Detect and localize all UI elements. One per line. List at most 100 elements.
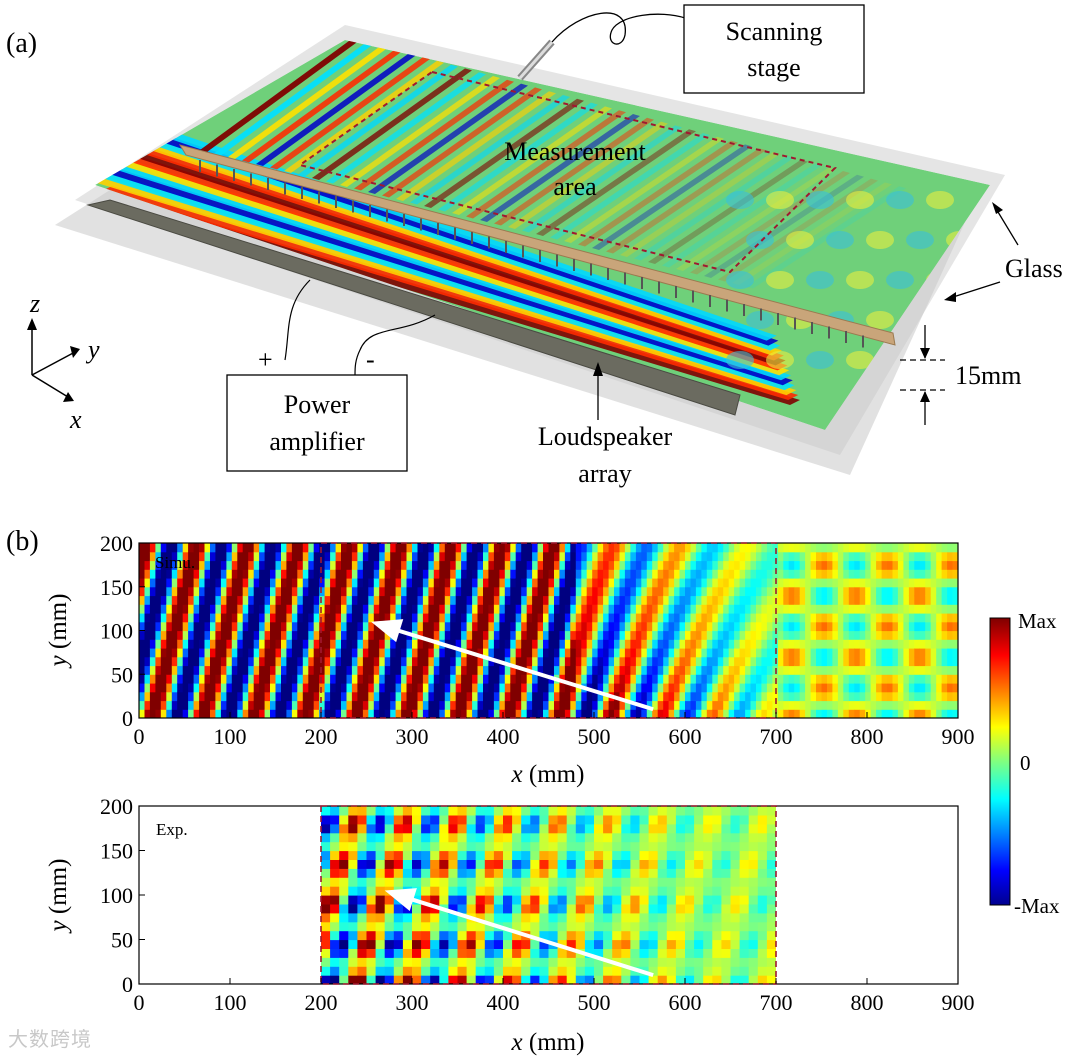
wire-minus [354,314,436,376]
sim-cell [897,543,904,553]
sim-cell [564,674,571,684]
sim-cell [204,560,211,570]
sim-cell [750,595,757,605]
sim-cell [887,630,894,640]
exp-cell [566,886,577,896]
sim-cell [832,586,839,597]
sim-cell [952,560,958,570]
sim-cell [706,665,713,675]
sim-cell [788,595,795,605]
sim-cell [373,595,380,605]
sim-cell [766,665,773,675]
exp-cell [575,957,586,967]
sim-cell [805,560,812,570]
sim-cell [231,630,238,640]
sim-cell [827,543,834,553]
sim-cell [455,639,462,649]
sim-cell [635,604,642,614]
sim-cell [603,656,610,667]
exp-cell [339,930,349,941]
sim-cell [526,639,533,649]
sim-cell [493,551,500,562]
sim-cell [444,656,451,667]
sim-cell [297,613,304,623]
exp-cell [612,930,622,941]
sim-cell [297,543,304,553]
exp-cell [566,877,577,887]
sim-cell [406,648,413,658]
sim-cell [581,700,588,710]
sim-cell [848,613,855,623]
sim-cell [805,709,812,718]
sim-cell [319,551,326,562]
sim-cell [821,691,828,702]
sim-cell [493,621,500,632]
sim-cell [188,560,195,570]
sim-cell [259,630,266,640]
sim-cell [745,578,752,588]
exp-cell [512,975,522,984]
sim-cell [433,648,440,658]
sim-cell [390,569,397,579]
sim-cell [395,595,402,605]
exp-cell [339,814,349,825]
exp-cell [603,975,613,984]
sim-cell [859,648,866,658]
sim-cell [324,709,331,718]
sim-cell [428,560,435,570]
exp-cell [330,859,340,869]
exp-cell [648,859,659,869]
sim-cell [903,569,910,579]
exp-cell [739,841,750,852]
sim-cell [275,551,282,562]
sim-cell [816,560,823,570]
sim-cell [652,595,659,605]
exp-cell [475,912,486,923]
sim-cell [728,578,735,588]
sim-cell [652,683,659,693]
exp-cell [457,957,468,967]
sim-cell [215,639,222,649]
sim-cell [630,586,637,597]
sim-cell [297,586,304,597]
exp-cell [748,859,759,869]
wave-stripe [95,141,790,376]
sim-cell [395,639,402,649]
glass-arrowhead-1 [992,202,1003,214]
sim-cell [444,648,451,658]
sim-cell [330,656,337,667]
sim-cell [275,613,282,623]
exp-cell [412,921,422,932]
sim-cell [854,691,861,702]
sim-cell [952,621,958,632]
exp-cell [348,806,358,816]
sim-cell [728,709,735,718]
sim-cell [914,586,921,597]
sim-cell [351,674,358,684]
exp-cell [584,912,595,923]
sim-cell [777,700,784,710]
sim-cell [275,709,282,718]
sim-cell [903,674,910,684]
sim-cell [821,560,828,570]
sim-cell [679,665,686,675]
sim-cell [859,604,866,614]
exp-cell [675,966,686,976]
sim-cell [368,639,375,649]
sim-cell [286,621,293,632]
sim-cell [177,630,184,640]
sim-cell [859,569,866,579]
sim-cell [281,709,288,718]
exp-cell [448,939,459,949]
sim-cell [330,569,337,579]
sim-cell [630,578,637,588]
exp-cell [330,912,340,923]
sim-cell [739,604,746,614]
sim-cell [155,604,162,614]
exp-cell [439,912,449,923]
sim-cell [925,560,932,570]
sim-cell [406,674,413,684]
exp-cell [493,877,504,887]
sim-cell [537,665,544,675]
sim-cell [799,656,806,667]
